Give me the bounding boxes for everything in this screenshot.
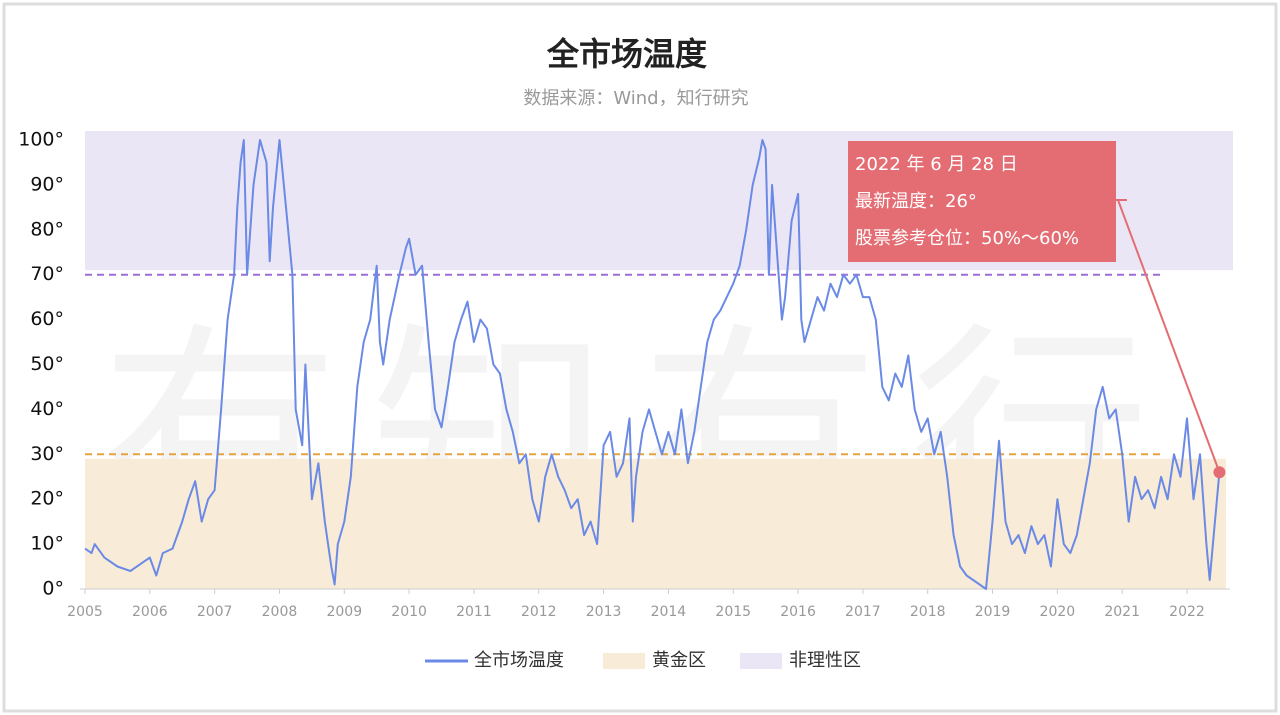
x-tick-label: 2017 — [845, 604, 881, 620]
x-tick-label: 2013 — [586, 604, 622, 620]
legend-label: 黄金区 — [652, 650, 706, 671]
annotation-text: 股票参考仓位：50%～60% — [855, 228, 1079, 249]
line-series — [84, 139, 1221, 590]
annotation-leader — [1117, 199, 1221, 473]
x-tick-label: 2010 — [391, 604, 427, 620]
chart-title: 全市场温度 — [546, 35, 707, 73]
y-tick-label: 40° — [30, 398, 64, 420]
x-tick-label: 2016 — [780, 604, 816, 620]
x-tick-label: 2007 — [197, 604, 233, 620]
chart-subtitle: 数据来源：Wind，知行研究 — [523, 88, 748, 109]
y-tick-label: 30° — [30, 443, 64, 465]
y-tick-label: 20° — [30, 488, 64, 510]
zone — [85, 458, 1226, 589]
annotation-point — [1213, 466, 1226, 479]
y-tick-label: 90° — [30, 173, 64, 195]
y-tick-label: 70° — [30, 263, 64, 285]
x-tick-label: 2018 — [910, 604, 946, 620]
x-tick-label: 2006 — [132, 604, 168, 620]
legend-swatch — [740, 653, 782, 669]
y-tick-label: 60° — [30, 308, 64, 330]
y-tick-label: 80° — [30, 218, 64, 240]
x-tick-label: 2019 — [975, 604, 1011, 620]
legend-swatch — [603, 653, 645, 669]
x-tick-label: 2022 — [1169, 604, 1205, 620]
x-tick-label: 2005 — [67, 604, 103, 620]
y-tick-label: 100° — [18, 129, 64, 151]
x-tick-label: 2021 — [1104, 604, 1140, 620]
y-tick-label: 50° — [30, 353, 64, 375]
x-tick-label: 2015 — [715, 604, 751, 620]
x-tick-label: 2011 — [456, 604, 492, 620]
annotation-box — [848, 141, 1116, 262]
annotation-text: 最新温度：26° — [855, 191, 977, 212]
y-tick-label: 10° — [30, 533, 64, 555]
x-tick-label: 2014 — [651, 604, 687, 620]
annotation-text: 2022 年 6 月 28 日 — [855, 154, 1018, 175]
legend-label: 全市场温度 — [474, 650, 564, 671]
x-tick-label: 2012 — [521, 604, 557, 620]
x-tick-label: 2008 — [262, 604, 298, 620]
y-tick-label: 0° — [42, 578, 64, 600]
x-tick-label: 2009 — [326, 604, 362, 620]
legend-label: 非理性区 — [789, 650, 861, 671]
x-tick-label: 2020 — [1040, 604, 1076, 620]
